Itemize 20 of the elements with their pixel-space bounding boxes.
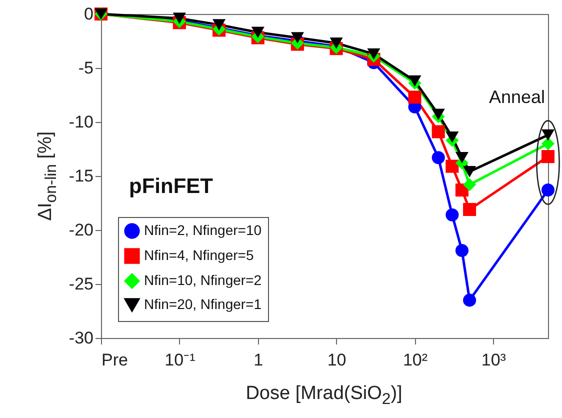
x-tick-label: Pre [102, 350, 128, 370]
y-tick-label: -25 [68, 274, 94, 294]
x-tick-label: 10⁻¹ [164, 350, 196, 370]
legend-label: Nfin=4, Nfinger=5 [144, 247, 254, 263]
legend-label: Nfin=20, Nfinger=1 [144, 296, 262, 312]
y-tick-label: -5 [78, 58, 94, 78]
annotation: pFinFET [129, 175, 214, 198]
legend-label: Nfin=2, Nfinger=10 [144, 222, 262, 238]
y-tick-label: -15 [68, 166, 94, 186]
x-tick-label: 10² [402, 350, 428, 370]
x-axis-title: Dose [Mrad(SiO$_{2}$)] [246, 383, 402, 409]
annotation: Anneal [488, 87, 545, 107]
x-tick-label: 10³ [481, 350, 506, 370]
x-tick-label: 10 [327, 350, 346, 370]
x-tick-label: 1 [254, 350, 264, 370]
legend-label: Nfin=10, Nfinger=2 [144, 272, 262, 288]
y-tick-label: 0 [84, 4, 94, 24]
y-tick-label: -20 [68, 220, 94, 240]
y-tick-label: -30 [68, 328, 94, 348]
y-tick-label: -10 [68, 112, 94, 132]
